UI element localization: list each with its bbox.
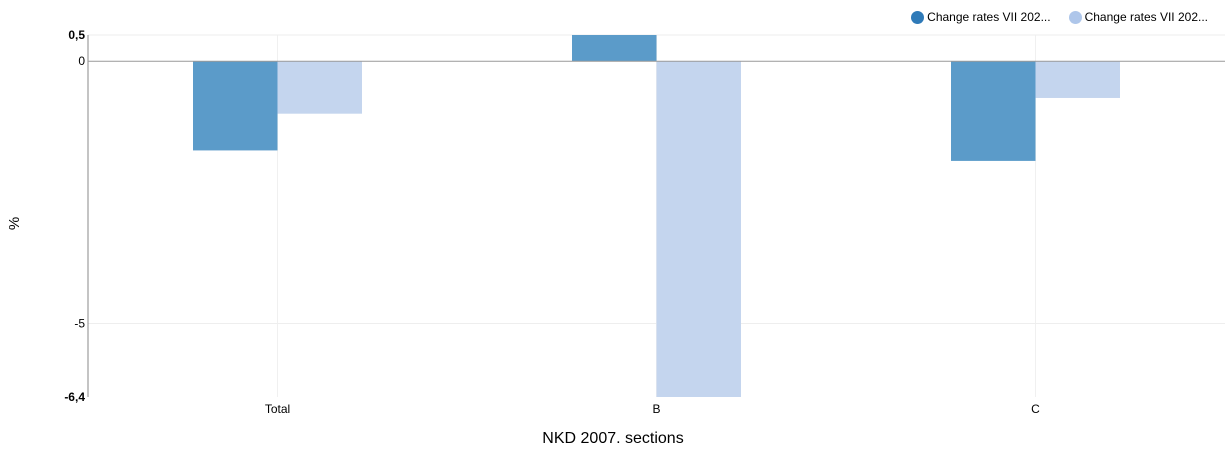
bar-total-series-2 (277, 61, 362, 114)
x-tick-label: Total (265, 402, 290, 416)
legend-item-series-2[interactable]: Change rates VII 202... (1068, 10, 1208, 24)
legend-item-series-1[interactable]: Change rates VII 202... (911, 10, 1051, 24)
legend-swatch-series-1 (911, 10, 925, 24)
x-tick-label: C (1031, 402, 1040, 416)
legend: Change rates VII 202... Change rates VII… (911, 10, 1208, 24)
legend-label-series-2: Change rates VII 202... (1084, 10, 1208, 24)
legend-swatch-series-2 (1068, 10, 1082, 24)
x-axis-label: NKD 2007. sections (542, 430, 684, 447)
legend-label-series-1: Change rates VII 202... (927, 10, 1051, 24)
bar-c-series-2 (1035, 61, 1120, 98)
bar-c-series-1 (951, 61, 1036, 161)
y-tick-label: -5 (74, 317, 85, 331)
bar-b-series-2 (656, 61, 741, 398)
x-tick-label: B (652, 402, 660, 416)
axes (87, 35, 1225, 397)
bars (193, 35, 1120, 398)
bar-total-series-1 (193, 61, 278, 151)
bar-b-series-1 (572, 35, 657, 62)
x-tick-labels: Total B C (265, 402, 1040, 416)
y-tick-label: -6,4 (64, 390, 85, 404)
y-axis-label: % (6, 216, 24, 231)
y-tick-label: 0,5 (68, 28, 85, 42)
y-tick-label: 0 (78, 54, 85, 68)
y-tick-labels: 0,5 0 -5 -6,4 (64, 28, 85, 404)
